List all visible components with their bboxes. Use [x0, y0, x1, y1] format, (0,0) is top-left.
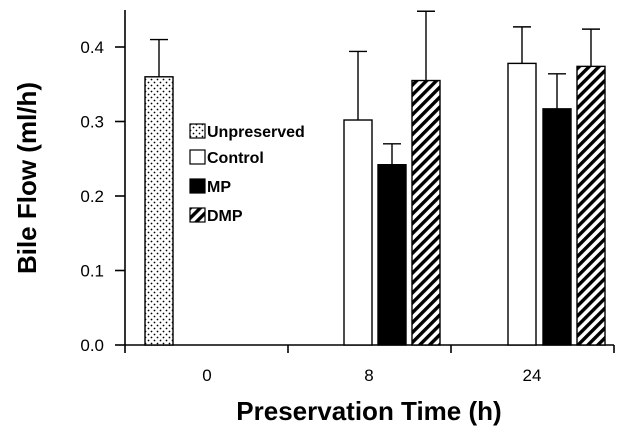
legend-label-unpreserved: Unpreserved [207, 124, 305, 141]
y-tick-label: 0.1 [80, 262, 104, 281]
bar-unpreserved-0 [144, 76, 174, 346]
x-tick-label: 24 [523, 366, 542, 385]
legend-swatch-mp [189, 178, 206, 194]
bar-mp-24 [542, 108, 572, 346]
legend-label-control: Control [207, 150, 264, 167]
bar-control-8 [343, 119, 373, 346]
legend-swatch-dmp [189, 207, 206, 223]
error-bars [150, 10, 600, 165]
bar-control-24 [507, 62, 537, 346]
legend: Unpreserved Control MP DMP [189, 123, 305, 225]
y-tick-label: 0.3 [80, 113, 104, 132]
legend-swatch-unpreserved [189, 123, 206, 139]
legend-label-dmp: DMP [207, 208, 243, 225]
x-tick-label: 0 [202, 366, 211, 385]
bars [144, 62, 606, 346]
x-axis-title: Preservation Time (h) [236, 396, 501, 426]
x-tick-label: 8 [364, 366, 373, 385]
y-tick-label: 0.0 [80, 336, 104, 355]
legend-label-mp: MP [207, 179, 231, 196]
legend-swatch-control [189, 149, 206, 165]
bar-dmp-24 [576, 65, 606, 346]
x-ticks: 0 8 24 [124, 345, 615, 385]
y-ticks: 0.0 0.1 0.2 0.3 0.4 [80, 38, 125, 355]
y-axis-title: Bile Flow (ml/h) [12, 82, 42, 274]
bar-dmp-8 [411, 79, 441, 346]
y-tick-label: 0.4 [80, 38, 104, 57]
bar-mp-8 [377, 164, 407, 346]
y-tick-label: 0.2 [80, 187, 104, 206]
